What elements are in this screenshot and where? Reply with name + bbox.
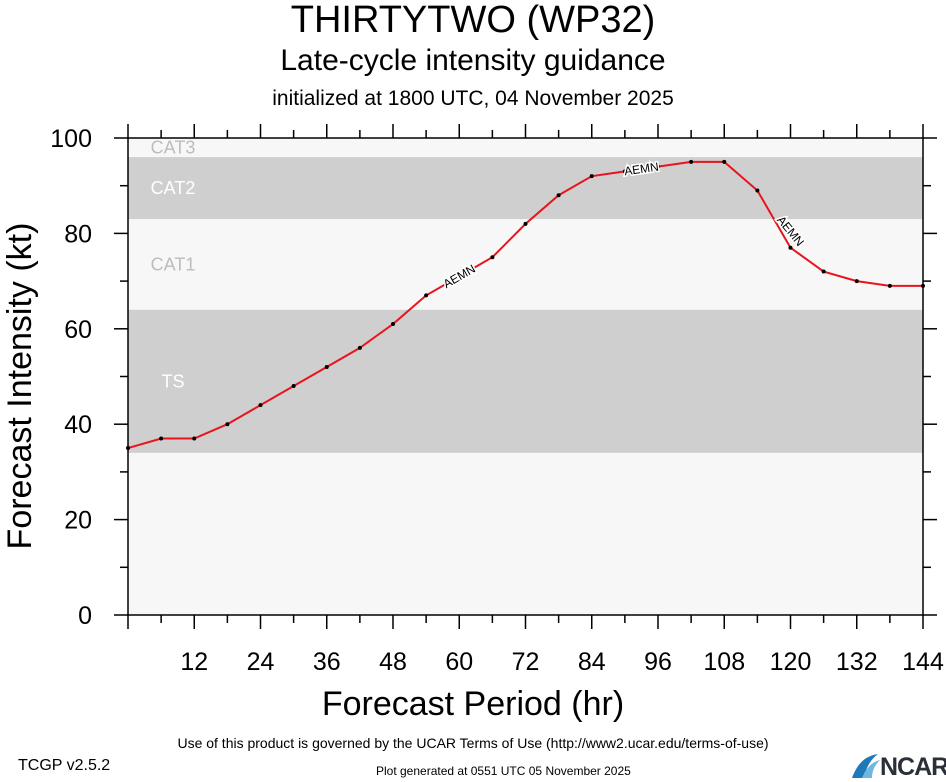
x-tick-label: 24 <box>247 648 275 676</box>
chart-title: THIRTYTWO (WP32) <box>290 0 656 41</box>
series-point <box>391 322 395 327</box>
series-point <box>424 293 429 298</box>
series-point <box>490 255 495 260</box>
series-point <box>225 422 230 427</box>
ncar-logo-text: NCAR <box>880 753 946 781</box>
x-tick-label: 120 <box>770 648 812 676</box>
x-tick-label: 84 <box>578 648 606 676</box>
x-tick-label: 72 <box>512 648 540 676</box>
series-line-label: AEMN <box>282 0 317 3</box>
series-point <box>457 274 462 279</box>
x-tick-label: 96 <box>644 648 672 676</box>
band-label-cat3: CAT3 <box>151 138 196 158</box>
x-tick-label: 132 <box>836 648 878 676</box>
x-tick-label: 108 <box>703 648 745 676</box>
chart-subtitle: Late-cycle intensity guidance <box>280 44 666 77</box>
series-point <box>192 436 197 441</box>
series-point <box>589 174 594 179</box>
band-label-ts: TS <box>161 371 184 391</box>
y-tick-label: 60 <box>64 316 92 344</box>
band-label-cat2: CAT2 <box>151 178 196 198</box>
band-cat3 <box>128 138 923 158</box>
x-tick-label: 60 <box>445 648 473 676</box>
band-cat1 <box>128 219 923 310</box>
series-point <box>159 436 164 441</box>
band-ts <box>128 309 923 453</box>
series-point <box>324 364 329 369</box>
series-point <box>921 283 925 288</box>
y-tick-label: 20 <box>64 507 92 535</box>
series-point <box>291 384 296 389</box>
series-point <box>689 159 694 164</box>
ncar-logo-icon <box>852 754 880 778</box>
x-axis-label: Forecast Period (hr) <box>321 685 625 723</box>
series-point <box>656 164 660 169</box>
series-point <box>523 221 528 226</box>
x-tick-label: 144 <box>902 648 944 676</box>
band-cat2 <box>128 157 923 220</box>
band-label-cat1: CAT1 <box>151 254 196 274</box>
series-point <box>258 403 263 408</box>
series-point <box>788 245 793 250</box>
terms-of-use-note: Use of this product is governed by the U… <box>177 735 769 751</box>
y-tick-label: 80 <box>64 220 92 248</box>
y-tick-label: 40 <box>64 411 92 439</box>
series-line-label: AEMN <box>623 160 659 179</box>
x-tick-label: 48 <box>379 648 407 676</box>
series-point <box>854 279 859 284</box>
series-point <box>622 169 627 174</box>
series-point <box>887 283 892 288</box>
series-point <box>755 188 760 193</box>
series-point <box>556 193 561 198</box>
series-point <box>126 446 130 451</box>
series-point <box>722 159 727 164</box>
series-point <box>821 269 826 274</box>
y-axis-label: Forecast Intensity (kt) <box>1 222 39 550</box>
series-point <box>357 345 362 350</box>
generated-time: Plot generated at 0551 UTC 05 November 2… <box>376 764 631 778</box>
ncar-logo: NCAR <box>850 752 946 781</box>
y-tick-label: 100 <box>50 125 92 153</box>
x-tick-label: 36 <box>313 648 341 676</box>
x-tick-label: 12 <box>180 648 208 676</box>
y-tick-label: 0 <box>78 602 92 630</box>
version-label: TCGP v2.5.2 <box>18 757 111 774</box>
initialization-time: initialized at 1800 UTC, 04 November 202… <box>272 87 674 110</box>
